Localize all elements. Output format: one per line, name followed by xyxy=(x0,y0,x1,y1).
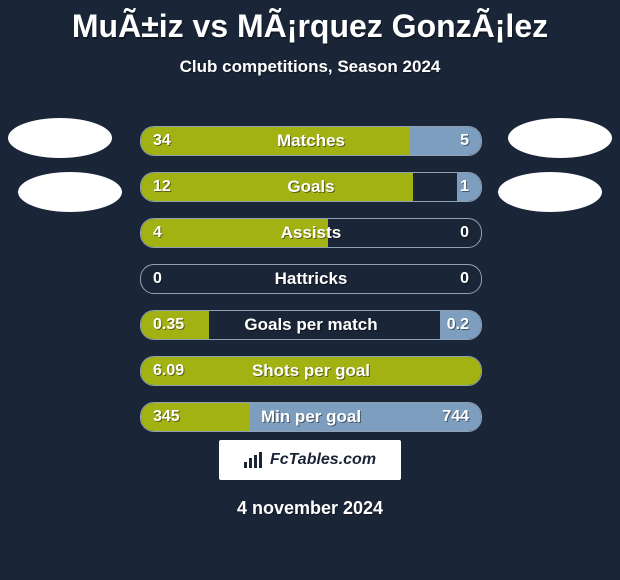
stat-bar: 121Goals xyxy=(140,172,482,202)
page-title: MuÃ±iz vs MÃ¡rquez GonzÃ¡lez xyxy=(0,0,620,45)
stat-label: Hattricks xyxy=(141,265,481,293)
stat-bar: 0.350.2Goals per match xyxy=(140,310,482,340)
stat-row: 121Goals xyxy=(0,166,620,212)
stat-bar: 6.09Shots per goal xyxy=(140,356,482,386)
stat-label: Goals per match xyxy=(141,311,481,339)
stat-label: Matches xyxy=(141,127,481,155)
stat-label: Min per goal xyxy=(141,403,481,431)
stat-row: 345Matches xyxy=(0,120,620,166)
stat-label: Goals xyxy=(141,173,481,201)
date-text: 4 november 2024 xyxy=(0,498,620,519)
stat-row: 40Assists xyxy=(0,212,620,258)
stat-bar: 00Hattricks xyxy=(140,264,482,294)
stat-bar: 40Assists xyxy=(140,218,482,248)
stat-label: Shots per goal xyxy=(141,357,481,385)
comparison-card: MuÃ±iz vs MÃ¡rquez GonzÃ¡lez Club compet… xyxy=(0,0,620,580)
stat-row: 345744Min per goal xyxy=(0,396,620,442)
stat-bar: 345Matches xyxy=(140,126,482,156)
stats-rows: 345Matches 121Goals 40Assists 00Hattricks 0.… xyxy=(0,120,620,442)
stat-row: 00Hattricks xyxy=(0,258,620,304)
page-subtitle: Club competitions, Season 2024 xyxy=(0,57,620,77)
stat-row: 6.09Shots per goal xyxy=(0,350,620,396)
stat-row: 0.350.2Goals per match xyxy=(0,304,620,350)
brand-chart-icon xyxy=(244,452,264,468)
brand-text: FcTables.com xyxy=(270,451,376,469)
stat-label: Assists xyxy=(141,219,481,247)
brand-badge: FcTables.com xyxy=(219,440,401,480)
stat-bar: 345744Min per goal xyxy=(140,402,482,432)
